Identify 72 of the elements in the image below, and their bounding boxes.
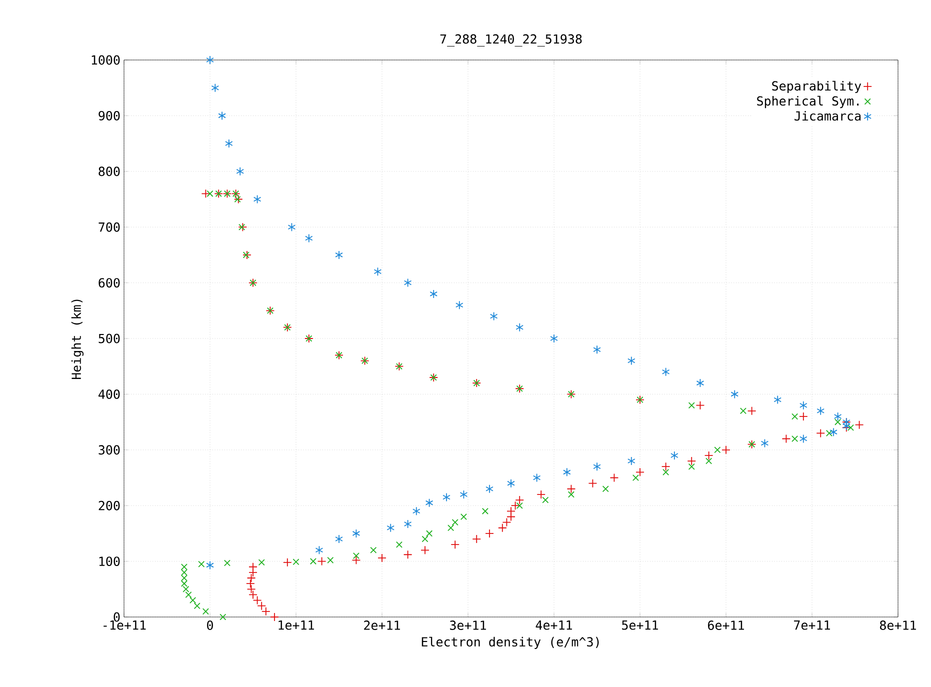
- point: [816, 406, 825, 416]
- x-tick-label: 8e+11: [880, 620, 916, 630]
- point: [799, 434, 808, 444]
- point: [430, 289, 438, 298]
- x-tick-label: 1e+11: [278, 620, 314, 630]
- point: [404, 520, 412, 528]
- point: [225, 139, 233, 148]
- y-axis-title: Height (km): [71, 300, 84, 380]
- point: [425, 498, 434, 508]
- point: [206, 560, 214, 570]
- point: [730, 390, 739, 399]
- point: [593, 462, 601, 472]
- point: [507, 478, 515, 488]
- legend-label: Jicamarca: [794, 110, 861, 121]
- point: [386, 523, 395, 532]
- x-tick-label: 0: [207, 620, 213, 630]
- point: [236, 166, 244, 176]
- point: [218, 111, 226, 120]
- y-tick-label: 0: [114, 612, 120, 622]
- y-tick-label: 100: [99, 556, 120, 566]
- point: [315, 546, 324, 555]
- x-axis-title: Electron density (e/m^3): [422, 636, 599, 649]
- y-tick-label: 800: [98, 166, 120, 176]
- point: [352, 529, 360, 538]
- point: [460, 490, 468, 499]
- point: [830, 428, 838, 437]
- x-tick-label: 5e+11: [622, 620, 658, 630]
- point: [834, 412, 842, 421]
- point: [455, 300, 464, 310]
- point: [696, 378, 704, 388]
- y-tick-label: 500: [98, 334, 120, 344]
- point: [799, 400, 808, 410]
- point: [627, 456, 636, 466]
- point: [253, 194, 262, 204]
- y-tick-label: 400: [98, 389, 120, 399]
- x-tick-label: 3e+11: [450, 620, 486, 630]
- x-tick-label: -1e+11: [104, 620, 146, 630]
- point: [412, 506, 420, 516]
- y-tick-label: 300: [98, 445, 120, 455]
- point: [335, 250, 343, 260]
- y-tick-label: 1000: [92, 55, 120, 65]
- point: [374, 267, 382, 276]
- point: [288, 222, 296, 232]
- point: [404, 278, 412, 288]
- point: [486, 484, 494, 494]
- point: [206, 56, 214, 64]
- x-tick-label: 7e+11: [794, 620, 830, 630]
- point: [774, 395, 782, 404]
- y-tick-label: 200: [98, 500, 120, 510]
- point: [490, 312, 498, 321]
- point: [627, 356, 636, 366]
- point: [550, 334, 558, 343]
- point: [532, 473, 541, 482]
- y-tick-label: 900: [98, 110, 120, 120]
- point: [760, 438, 769, 448]
- point: [593, 345, 601, 354]
- point: [562, 468, 571, 477]
- chart-title: 7_288_1240_22_51938: [440, 34, 582, 46]
- y-tick-label: 700: [98, 222, 120, 232]
- y-tick-label: 600: [98, 278, 120, 288]
- point: [670, 451, 678, 460]
- legend-label: Separability: [772, 80, 862, 94]
- x-tick-label: 4e+11: [536, 620, 572, 630]
- point: [211, 83, 220, 92]
- x-tick-label: 6e+11: [708, 620, 744, 630]
- point: [304, 234, 313, 243]
- point: [516, 322, 524, 332]
- point: [335, 534, 343, 544]
- point: [442, 492, 450, 502]
- legend-label: Spherical Sym.: [757, 96, 859, 108]
- point: [662, 367, 670, 376]
- x-tick-label: 2e+11: [364, 620, 400, 630]
